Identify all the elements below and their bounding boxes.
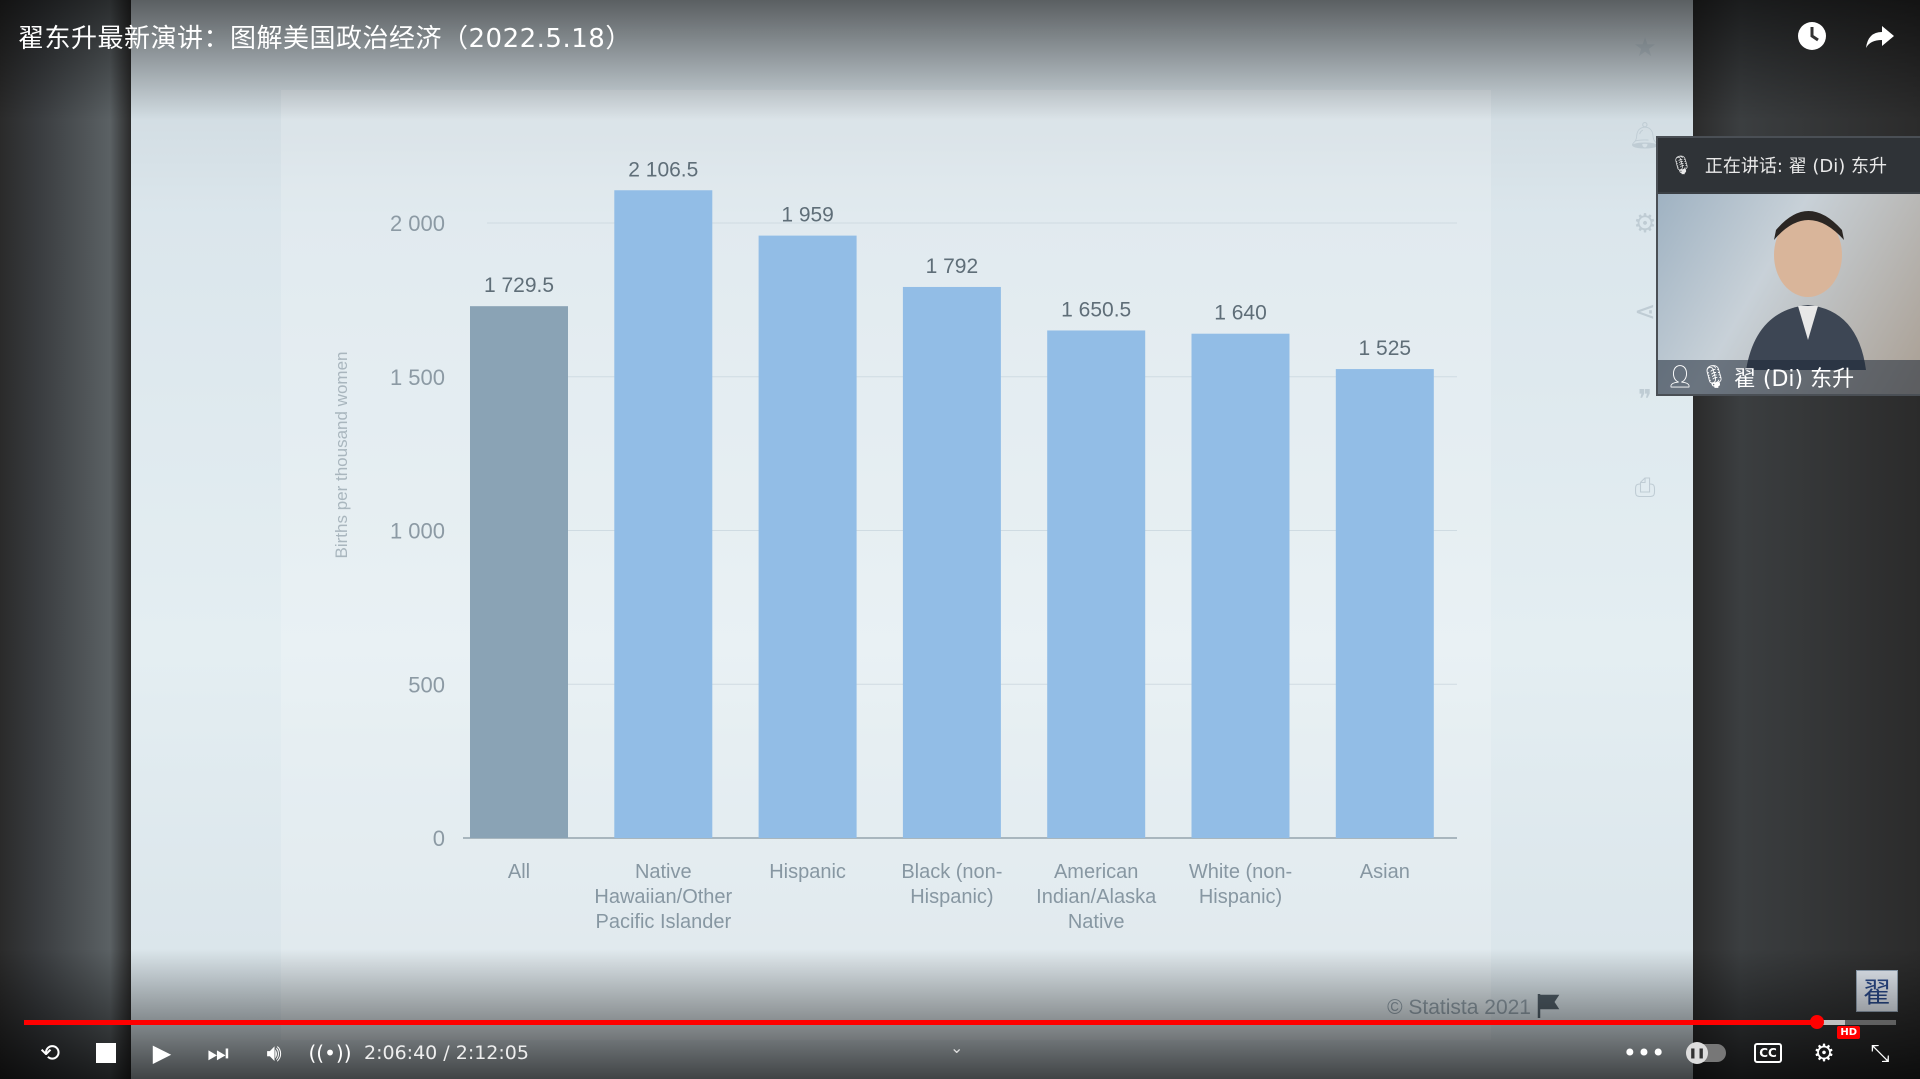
x-tick-label: Hispanic) <box>1199 886 1282 908</box>
progress-bar[interactable] <box>24 1015 1896 1029</box>
speaker-pip-window[interactable]: 🎙︎ 正在讲话: 翟 (Di) 东升 👤︎ 🎙︎ 翟 (Di) 东升 <box>1656 136 1920 396</box>
share-icon: ⋖ <box>1634 297 1656 327</box>
hd-badge: HD <box>1837 1026 1860 1039</box>
data-label: 2 106.5 <box>628 158 698 181</box>
print-icon: ⎙ <box>1634 472 1656 503</box>
data-label: 1 640 <box>1214 302 1267 325</box>
pause-icon: ❚❚ <box>1686 1042 1708 1064</box>
y-axis-label: Births per thousand women <box>332 352 351 559</box>
data-label: 1 525 <box>1359 337 1412 360</box>
x-tick-label: Pacific Islander <box>595 911 731 933</box>
bar-chart: 0 500 1 000 1 500 2 000 Births per thousand w… <box>332 158 1560 1019</box>
x-tick-label: Black (non- <box>901 861 1002 883</box>
captions-button[interactable]: CC <box>1740 1030 1796 1076</box>
pip-name-bar: 👤︎ 🎙︎ 翟 (Di) 东升 <box>1658 360 1920 394</box>
next-icon[interactable]: ⏭ <box>207 1039 229 1067</box>
data-label: 1 792 <box>926 255 979 278</box>
x-tick-label: Asian <box>1360 861 1410 883</box>
stop-icon[interactable] <box>78 1030 134 1076</box>
quote-icon: ❞ <box>1638 385 1652 415</box>
x-tick-label: Hawaiian/Other <box>594 886 732 908</box>
bar <box>758 235 857 839</box>
pip-header-text: 正在讲话: 翟 (Di) 东升 <box>1704 156 1887 177</box>
progress-scrubber[interactable] <box>1810 1015 1825 1029</box>
top-overlay <box>0 0 1920 120</box>
y-tick-label: 0 <box>433 826 445 851</box>
bar <box>1191 333 1290 838</box>
more-options-icon[interactable]: ••• <box>1622 1039 1666 1067</box>
x-tick-label: Native <box>1068 911 1125 933</box>
speaker-video: 👤︎ 🎙︎ 翟 (Di) 东升 <box>1658 194 1920 394</box>
progress-played <box>24 1020 1818 1025</box>
bar <box>614 190 713 839</box>
pip-header: 🎙︎ 正在讲话: 翟 (Di) 东升 <box>1658 138 1920 192</box>
y-tick-label: 1 000 <box>390 519 445 544</box>
autoplay-toggle[interactable]: ❚❚ <box>1686 1042 1726 1064</box>
volume-icon[interactable]: 🔊︎ <box>266 1039 282 1067</box>
bar <box>1047 330 1146 838</box>
x-tick-label: Native <box>635 861 692 883</box>
x-tick-label: Hispanic <box>769 861 846 883</box>
loop-icon[interactable]: ⟲ <box>39 1039 61 1067</box>
settings-icon[interactable]: ⚙ HD <box>1796 1026 1860 1076</box>
y-tick-label: 1 500 <box>390 365 445 390</box>
share-arrow-icon[interactable] <box>1860 16 1900 56</box>
bottom-overlay <box>0 949 1920 1079</box>
x-tick-label: American <box>1054 861 1138 883</box>
top-actions <box>1792 16 1900 56</box>
chevron-down-icon[interactable]: ⌄ <box>950 1038 964 1057</box>
data-label: 1 650.5 <box>1061 298 1131 321</box>
x-tick-label: All <box>508 861 530 883</box>
gear-icon: ⚙ <box>1633 209 1657 239</box>
user-icon: 👤︎ <box>1666 364 1694 390</box>
y-tick-label: 500 <box>408 672 445 697</box>
x-tick-label: White (non- <box>1189 861 1292 883</box>
bar <box>902 286 1001 839</box>
data-label: 1 729.5 <box>484 274 554 297</box>
mic-small-icon: 🎙︎ <box>1699 364 1728 390</box>
x-tick-label: Hispanic) <box>910 886 993 908</box>
speaker-figure <box>1746 211 1866 370</box>
pip-name: 翟 (Di) 东升 <box>1733 367 1855 392</box>
watch-later-icon[interactable] <box>1792 16 1832 56</box>
y-tick-label: 2 000 <box>390 211 445 236</box>
x-tick-label: Indian/Alaska <box>1036 886 1157 908</box>
bell-icon: 🔔︎ <box>1628 121 1662 151</box>
right-controls: ••• ❚❚ CC ⚙ HD ⤡ <box>1616 1026 1908 1076</box>
video-title[interactable]: 翟东升最新演讲：图解美国政治经济（2022.5.18） <box>18 24 632 54</box>
bar <box>470 306 568 839</box>
live-broadcast-icon[interactable]: ((•)) <box>308 1041 352 1065</box>
time-display: 2:06:40 / 2:12:05 <box>364 1042 529 1064</box>
data-label: 1 959 <box>781 204 834 227</box>
mic-icon: 🎙︎ <box>1670 154 1693 176</box>
play-icon[interactable]: ▶ <box>152 1039 172 1067</box>
bar <box>1335 369 1434 838</box>
player-controls: ⟲ ▶ ⏭ 🔊︎ ((•)) 2:06:40 / 2:12:05 <box>0 1030 1920 1076</box>
projected-screen: 0 500 1 000 1 500 2 000 Births per thousand w… <box>131 0 1693 1079</box>
exit-fullscreen-icon[interactable]: ⤡ <box>1870 1039 1890 1067</box>
